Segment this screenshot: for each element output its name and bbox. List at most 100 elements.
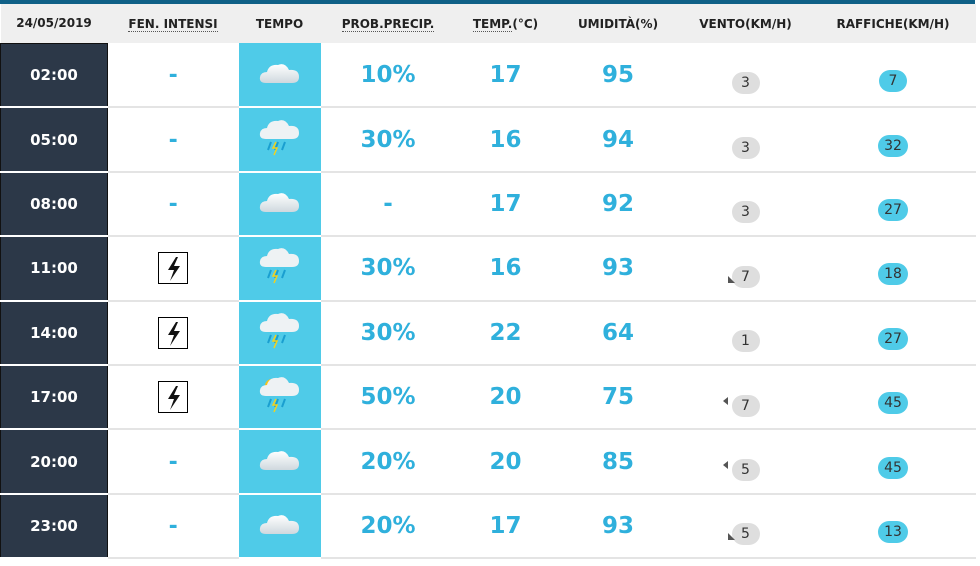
tempo-cell bbox=[238, 236, 321, 302]
temp-cell: 16 bbox=[455, 236, 556, 302]
wind-direction-icon bbox=[727, 275, 735, 283]
time-cell: 08:00 bbox=[0, 171, 108, 238]
prob-cell: 20% bbox=[320, 493, 456, 560]
gust-badge: 45 bbox=[878, 456, 908, 479]
fen-cell: - bbox=[107, 171, 239, 238]
vento-cell: 7 bbox=[680, 236, 811, 302]
fen-value: - bbox=[168, 191, 178, 217]
gust-badge: 32 bbox=[878, 134, 908, 157]
wind-badge: 3 bbox=[731, 132, 760, 160]
fen-cell: - bbox=[107, 43, 239, 109]
gust-badge: 18 bbox=[878, 263, 908, 286]
cloud-icon bbox=[258, 63, 302, 91]
lightning-icon bbox=[158, 252, 189, 285]
prob-cell: 30% bbox=[320, 107, 456, 173]
vento-cell: 7 bbox=[680, 364, 811, 431]
wind-badge: 5 bbox=[722, 454, 760, 482]
header-row: 24/05/2019 FEN. INTENSI TEMPO PROB.PRECI… bbox=[0, 4, 976, 43]
fen-value: - bbox=[168, 127, 178, 153]
header-vento: VENTO(KM/H) bbox=[680, 4, 811, 43]
prob-cell: - bbox=[320, 171, 456, 238]
time-cell: 23:00 bbox=[0, 493, 108, 560]
table-row: 20:00 - 20% 20 85 5 45 bbox=[0, 428, 976, 495]
temp-cell: 22 bbox=[455, 300, 556, 366]
raffiche-cell: 27 bbox=[810, 171, 976, 238]
header-fen[interactable]: FEN. INTENSI bbox=[107, 4, 239, 43]
wind-badge: 1 bbox=[731, 325, 760, 353]
time-cell: 20:00 bbox=[0, 428, 108, 495]
raffiche-cell: 45 bbox=[810, 429, 976, 495]
lightning-icon bbox=[158, 381, 189, 414]
raffiche-cell: 32 bbox=[810, 107, 976, 173]
table-row: 08:00 - - 17 92 3 27 bbox=[0, 171, 976, 238]
umid-cell: 95 bbox=[555, 43, 681, 109]
prob-cell: 10% bbox=[320, 43, 456, 109]
time-cell: 02:00 bbox=[0, 42, 108, 109]
time-cell: 17:00 bbox=[0, 364, 108, 431]
temp-cell: 16 bbox=[455, 107, 556, 173]
umid-cell: 93 bbox=[555, 493, 681, 560]
prob-cell: 20% bbox=[320, 429, 456, 495]
fen-cell: - bbox=[107, 493, 239, 560]
header-raffiche: RAFFICHE(KM/H) bbox=[810, 4, 976, 43]
header-temp: TEMP.(°C) bbox=[455, 4, 556, 43]
tempo-cell bbox=[238, 364, 321, 431]
tempo-cell bbox=[238, 43, 321, 109]
raffiche-cell: 27 bbox=[810, 300, 976, 366]
table-row: 05:00 - 30% 16 94 3 32 bbox=[0, 106, 976, 173]
wind-badge: 7 bbox=[727, 261, 760, 288]
fen-cell bbox=[107, 236, 239, 302]
temp-cell: 17 bbox=[455, 493, 556, 560]
fen-cell: - bbox=[107, 107, 239, 173]
header-prob[interactable]: PROB.PRECIP. bbox=[320, 4, 456, 43]
vento-cell: 1 bbox=[680, 300, 811, 366]
cloud-rain-thunder-icon bbox=[258, 248, 302, 291]
prob-cell: 30% bbox=[320, 300, 456, 366]
cloud-rain-thunder-icon bbox=[258, 312, 302, 356]
umid-cell: 93 bbox=[555, 236, 681, 302]
umid-cell: 94 bbox=[555, 107, 681, 173]
table-row: 17:00 50% 20 75 7 45 bbox=[0, 364, 976, 431]
table-row: 11:00 30% 16 93 7 18 bbox=[0, 235, 976, 302]
wind-badge: 3 bbox=[731, 196, 760, 224]
forecast-table: 24/05/2019 FEN. INTENSI TEMPO PROB.PRECI… bbox=[0, 4, 976, 560]
vento-cell: 3 bbox=[680, 43, 811, 109]
time-cell: 11:00 bbox=[0, 235, 108, 302]
cloud-rain-thunder-icon bbox=[258, 119, 302, 163]
raffiche-cell: 7 bbox=[810, 43, 976, 109]
time-cell: 05:00 bbox=[0, 106, 108, 173]
top-bar bbox=[0, 0, 975, 4]
header-umid: UMIDITÀ(%) bbox=[555, 4, 681, 43]
umid-cell: 64 bbox=[555, 300, 681, 366]
table-row: 02:00 - 10% 17 95 3 7 bbox=[0, 42, 976, 109]
fen-value: - bbox=[168, 513, 178, 539]
vento-cell: 3 bbox=[680, 171, 811, 238]
fen-value: - bbox=[168, 449, 178, 475]
temp-cell: 17 bbox=[455, 43, 556, 109]
time-cell: 14:00 bbox=[0, 300, 108, 366]
raffiche-cell: 45 bbox=[810, 364, 976, 431]
raffiche-cell: 18 bbox=[810, 236, 976, 302]
table-row: 23:00 - 20% 17 93 5 13 bbox=[0, 493, 976, 560]
wind-badge: 7 bbox=[722, 390, 760, 417]
temp-cell: 17 bbox=[455, 171, 556, 238]
tempo-cell bbox=[238, 171, 321, 238]
gust-badge: 27 bbox=[878, 327, 908, 350]
sun-cloud-rain-thunder-icon bbox=[258, 377, 302, 420]
wind-badge: 5 bbox=[727, 518, 760, 546]
fen-cell bbox=[107, 364, 239, 431]
umid-cell: 92 bbox=[555, 171, 681, 238]
tempo-cell bbox=[238, 107, 321, 173]
wind-badge: 3 bbox=[731, 67, 760, 95]
cloud-icon bbox=[258, 515, 302, 542]
vento-cell: 5 bbox=[680, 493, 811, 560]
prob-cell: 50% bbox=[320, 364, 456, 431]
umid-cell: 75 bbox=[555, 364, 681, 431]
gust-badge: 7 bbox=[879, 69, 907, 92]
wind-direction-icon bbox=[722, 396, 728, 405]
header-date: 24/05/2019 bbox=[0, 4, 108, 43]
cloud-icon bbox=[258, 450, 302, 478]
vento-cell: 5 bbox=[680, 429, 811, 495]
gust-badge: 45 bbox=[878, 392, 908, 415]
wind-direction-icon bbox=[727, 533, 735, 541]
